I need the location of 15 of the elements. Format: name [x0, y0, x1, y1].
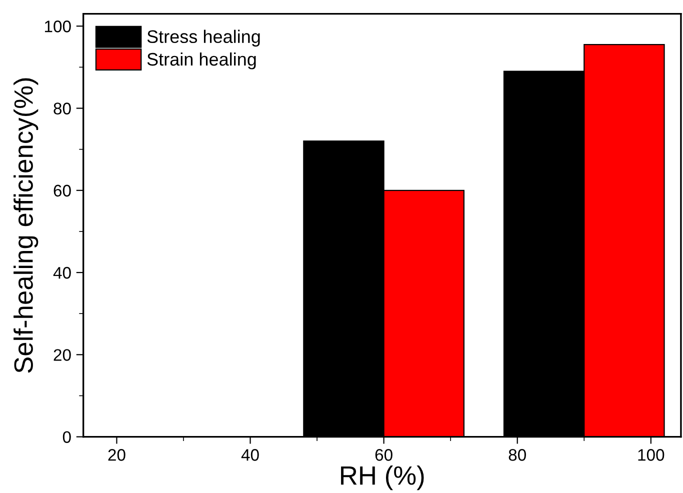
legend-label: Strain healing [147, 52, 256, 70]
y-tick-label: 100 [44, 20, 71, 32]
y-tick-label: 40 [53, 266, 71, 279]
x-tick-label: 100 [638, 449, 664, 461]
x-tick-label: 40 [241, 449, 259, 461]
y-tick-label: 0 [62, 431, 71, 443]
x-tick-label: 20 [108, 449, 126, 461]
x-tick-label: 60 [375, 449, 392, 461]
legend-label: Stress healing [147, 30, 260, 47]
x-tick-label: 80 [508, 449, 526, 461]
y-tick-label: 60 [54, 184, 71, 197]
x-axis-title: RH (%) [341, 466, 424, 490]
y-axis-title: Self-healing efficiency(%) [14, 78, 38, 373]
y-tick-label: 20 [54, 349, 71, 361]
y-tick-label: 80 [54, 102, 71, 114]
